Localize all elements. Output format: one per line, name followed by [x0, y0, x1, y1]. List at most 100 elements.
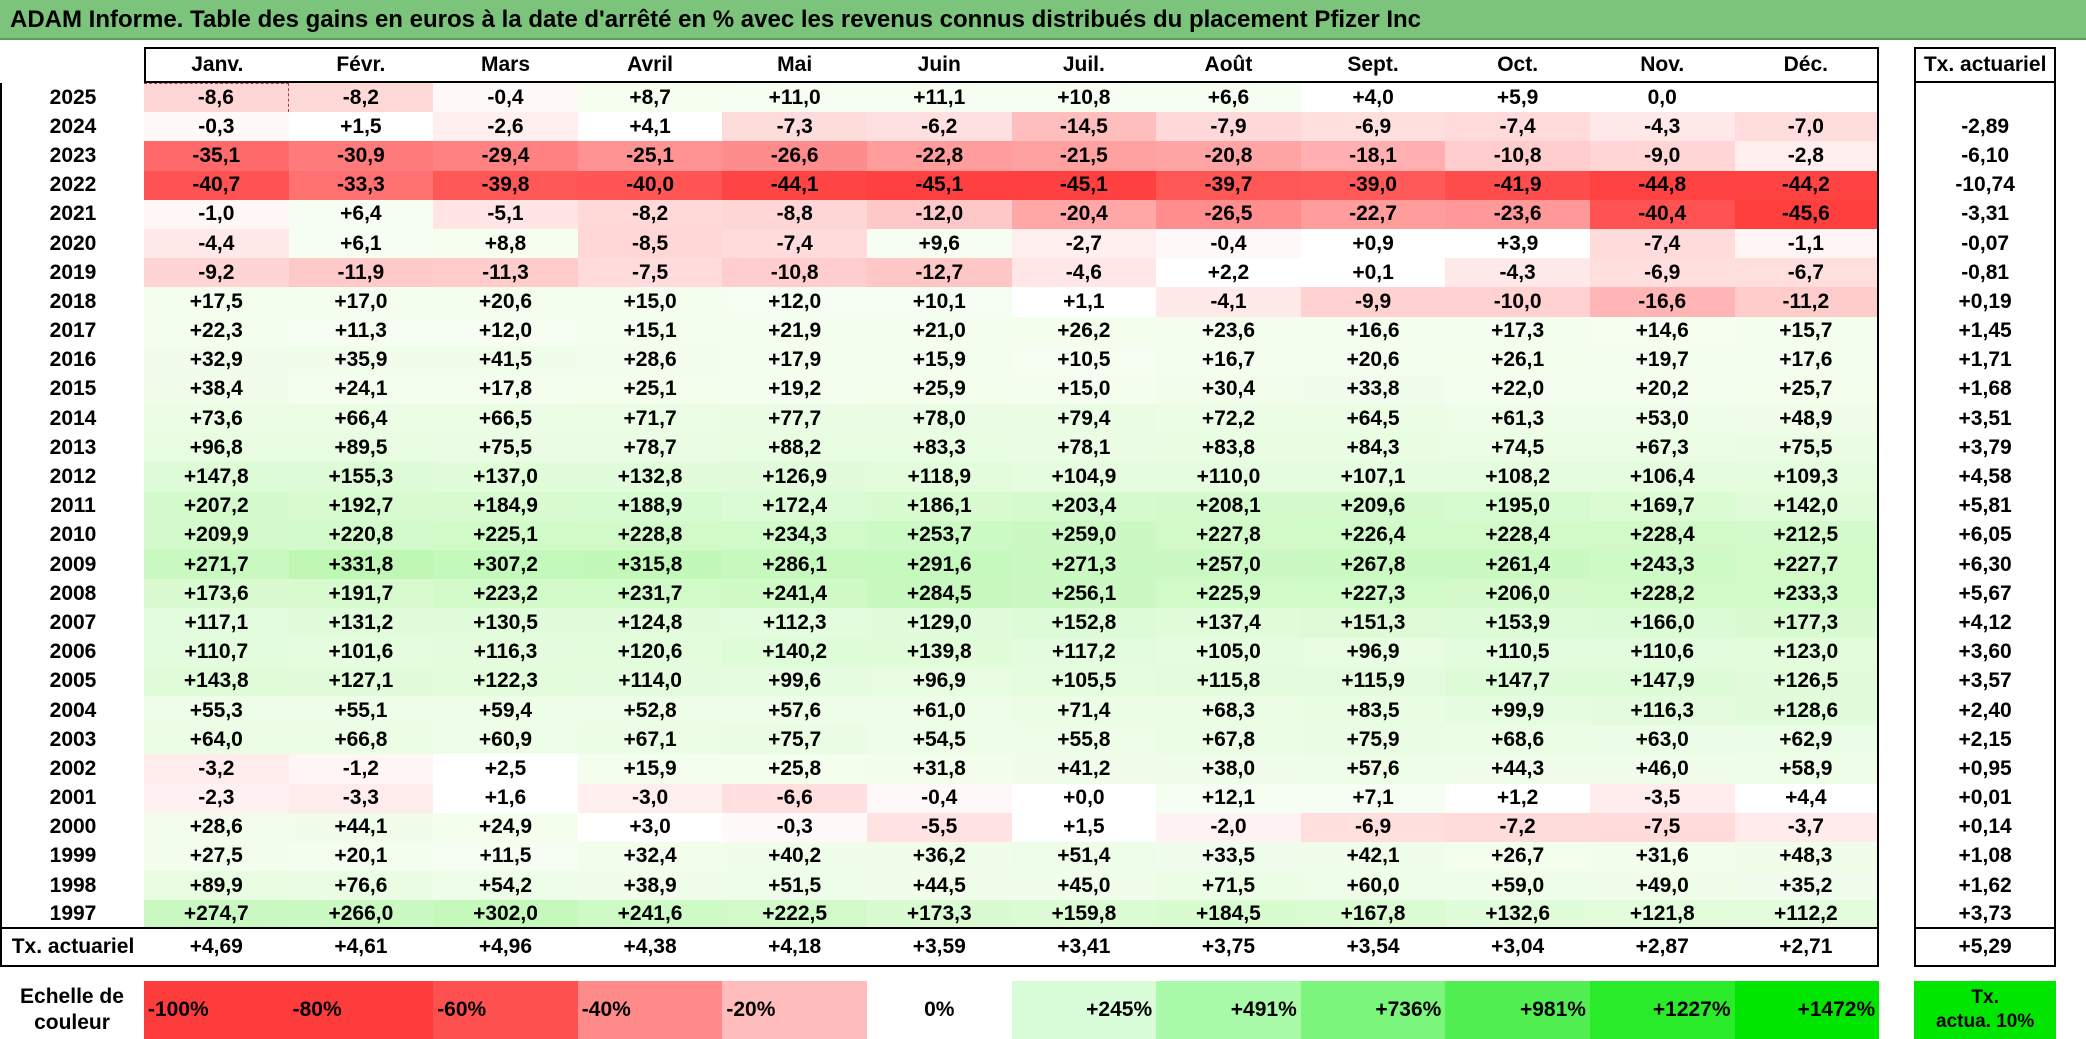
gain-cell: +77,7: [722, 404, 867, 434]
gain-cell: +26,1: [1445, 345, 1590, 375]
color-scale-swatch: +491%: [1156, 981, 1301, 1039]
gain-cell: +17,8: [433, 374, 578, 405]
gap: [1879, 404, 1914, 433]
gain-cell: -12,7: [866, 258, 1012, 288]
gain-cell: -18,1: [1300, 141, 1446, 171]
gain-cell: +0,0: [1011, 783, 1157, 813]
gain-cell: +38,0: [1156, 754, 1301, 784]
gain-cell: +234,3: [722, 520, 867, 550]
annual-rate-cell: +3,51: [1914, 404, 2057, 434]
gain-cell: +109,3: [1734, 462, 1880, 492]
gain-cell: +21,9: [722, 316, 867, 346]
gain-cell: +4,1: [577, 112, 723, 142]
gain-cell: +36,2: [866, 841, 1012, 872]
month-header: Juin: [866, 47, 1012, 83]
gain-cell: +132,6: [1445, 900, 1590, 930]
gain-cell: +54,5: [866, 725, 1012, 755]
gain-cell: +147,7: [1445, 666, 1590, 696]
month-header: Août: [1156, 47, 1301, 83]
gain-cell: +131,2: [288, 608, 434, 638]
gain-cell: +25,7: [1734, 374, 1880, 405]
gain-cell: -7,3: [722, 112, 867, 142]
month-header: Avril: [577, 47, 723, 83]
gain-cell: +71,7: [577, 404, 723, 434]
gain-cell: +206,0: [1445, 579, 1590, 609]
color-scale-label-line: Echelle de: [20, 985, 124, 1009]
annual-rate-cell: -0,07: [1914, 228, 2057, 259]
gain-cell: -44,2: [1734, 170, 1880, 200]
month-header: Mai: [722, 47, 867, 83]
gain-cell: -44,8: [1589, 170, 1735, 200]
gain-cell: +116,3: [1589, 695, 1735, 726]
color-scale-swatch: -60%: [433, 981, 578, 1039]
gain-cell: +139,8: [866, 637, 1012, 667]
year-label: 2005: [0, 666, 144, 696]
gain-cell: -7,0: [1734, 112, 1880, 142]
gain-cell: +191,7: [288, 579, 434, 609]
gain-cell: -3,2: [144, 754, 289, 784]
year-label: 2012: [0, 462, 144, 492]
gain-cell: +105,0: [1156, 637, 1301, 667]
gap: [1879, 900, 1914, 929]
gain-cell: -1,0: [144, 199, 289, 229]
gain-cell: +130,5: [433, 608, 578, 638]
gain-cell: +42,1: [1300, 841, 1446, 872]
gain-cell: +54,2: [433, 871, 578, 901]
gain-cell: 0,0: [1589, 83, 1735, 113]
gain-cell: +223,2: [433, 579, 578, 609]
spacer: [867, 967, 1012, 981]
year-label: 2003: [0, 725, 144, 755]
gain-cell: +59,0: [1445, 871, 1590, 901]
annual-rate-cell: +6,30: [1914, 550, 2057, 580]
gain-cell: +257,0: [1156, 550, 1301, 580]
gain-cell: +155,3: [288, 462, 434, 492]
gain-cell: -22,8: [866, 141, 1012, 171]
year-label: 2020: [0, 228, 144, 259]
gain-cell: +20,6: [433, 287, 578, 317]
gain-cell: -6,9: [1589, 258, 1735, 288]
gain-cell: +220,8: [288, 520, 434, 550]
year-label: 2001: [0, 783, 144, 813]
gain-cell: +64,0: [144, 725, 289, 755]
gain-cell: +24,9: [433, 812, 578, 842]
gain-cell: +6,6: [1156, 83, 1301, 113]
gain-cell: -39,8: [433, 170, 578, 200]
gain-cell: -44,1: [722, 170, 867, 200]
year-label: 1999: [0, 841, 144, 872]
gain-cell: +126,9: [722, 462, 867, 492]
gain-cell: +66,8: [288, 725, 434, 755]
gain-cell: -26,5: [1156, 199, 1301, 229]
annual-rate-cell: +1,45: [1914, 316, 2057, 346]
totals-cell: +4,38: [577, 929, 723, 968]
gain-cell: +101,6: [288, 637, 434, 667]
gain-cell: -2,0: [1156, 812, 1301, 842]
gap: [1879, 375, 1914, 404]
gain-cell: -26,6: [722, 141, 867, 171]
gain-cell: +115,8: [1156, 666, 1301, 696]
gain-cell: +0,1: [1300, 258, 1446, 288]
gain-cell: +228,4: [1589, 520, 1735, 550]
gain-cell: +58,9: [1734, 754, 1880, 784]
gain-cell: +105,5: [1011, 666, 1157, 696]
gain-cell: +71,4: [1011, 695, 1157, 726]
gain-cell: +241,6: [577, 900, 723, 930]
gain-cell: +24,1: [288, 374, 434, 405]
gain-cell: +53,0: [1589, 404, 1735, 434]
gain-cell: +74,5: [1445, 433, 1590, 463]
year-label: 2007: [0, 608, 144, 638]
gap: [1879, 981, 1914, 1039]
gain-cell: +231,7: [577, 579, 723, 609]
gain-cell: +1,2: [1445, 783, 1590, 813]
gain-cell: +192,7: [288, 491, 434, 521]
year-label: 2022: [0, 170, 144, 200]
gap: [1879, 754, 1914, 783]
gain-cell: +22,3: [144, 316, 289, 346]
gain-cell: +267,8: [1300, 550, 1446, 580]
gain-cell: -39,0: [1300, 170, 1446, 200]
gain-cell: +227,3: [1300, 579, 1446, 609]
gain-cell: +67,1: [577, 725, 723, 755]
gain-cell: -30,9: [288, 141, 434, 171]
gain-cell: +147,8: [144, 462, 289, 492]
gain-cell: -6,9: [1300, 812, 1446, 842]
annual-rate-cell: +6,05: [1914, 520, 2057, 550]
